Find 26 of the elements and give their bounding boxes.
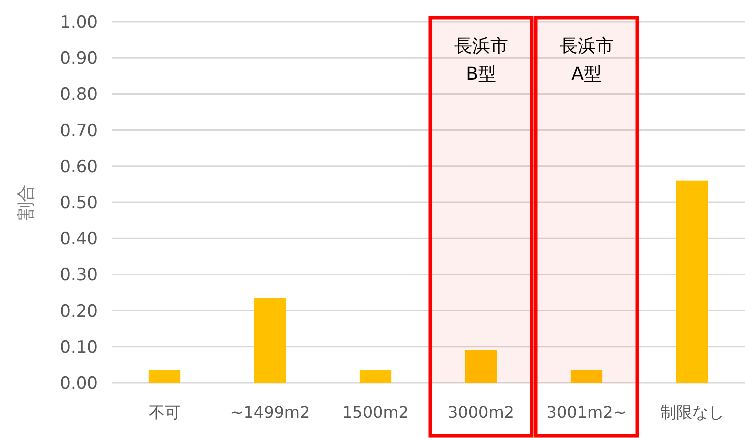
y-tick-label: 0.10 xyxy=(60,338,98,358)
x-tick-label: 制限なし xyxy=(660,403,724,422)
bar xyxy=(254,298,286,383)
x-tick-label: 不可 xyxy=(148,403,181,422)
bar xyxy=(570,370,603,383)
bar xyxy=(360,370,392,383)
y-tick-label: 0.90 xyxy=(60,49,98,70)
y-tick-label: 0.30 xyxy=(60,266,98,286)
x-tick-label: ~1499m2 xyxy=(230,403,310,422)
bar xyxy=(465,350,498,383)
x-tick-label: 3000m2 xyxy=(448,403,514,422)
y-tick-label: 0.20 xyxy=(60,302,98,322)
y-tick-label: 1.00 xyxy=(60,13,98,33)
x-tick-label: 1500m2 xyxy=(342,403,409,422)
y-tick-label: 0.50 xyxy=(60,194,98,214)
x-tick-label: 3001m2~ xyxy=(546,403,627,422)
y-tick-label: 0.60 xyxy=(60,157,98,178)
band-label: 長浜市 A型 xyxy=(560,36,614,85)
band-label: 長浜市 B型 xyxy=(454,36,508,85)
bar xyxy=(148,370,181,383)
y-axis-title: 割合 xyxy=(16,184,37,220)
y-tick-label: 0.70 xyxy=(60,121,98,142)
y-tick-label: 0.40 xyxy=(60,230,98,250)
y-tick-label: 0.00 xyxy=(60,374,98,394)
bar xyxy=(676,180,708,383)
y-tick-label: 0.80 xyxy=(60,85,98,106)
